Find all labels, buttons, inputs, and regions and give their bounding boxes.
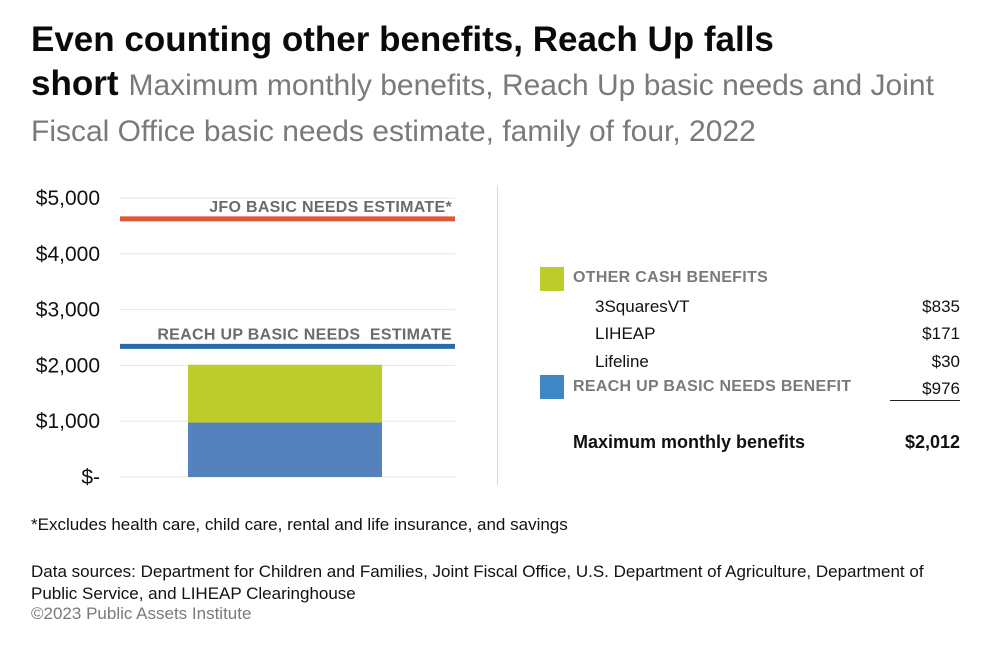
y-tick-label: $- [81, 466, 100, 489]
chart-area: $- $1,000 $2,000 $3,000 $4,000 $5,000 JFO BASI… [36, 187, 455, 489]
y-tick-label: $4,000 [36, 243, 100, 266]
other-benefits-swatch [540, 267, 564, 291]
y-tick-label: $5,000 [36, 187, 100, 210]
reachup-benefit-swatch [540, 375, 564, 399]
reachup-benefit-value: $976 [922, 379, 960, 398]
y-tick-label: $2,000 [36, 354, 100, 377]
item-label-liheap: LIHEAP [595, 324, 656, 343]
footnote: *Excludes health care, child care, renta… [31, 515, 568, 534]
jfo-estimate-label: JFO BASIC NEEDS ESTIMATE* [209, 199, 452, 216]
y-tick-label: $3,000 [36, 299, 100, 322]
panel-divider [497, 185, 498, 485]
total-value: $2,012 [904, 432, 960, 452]
chart-subtitle: Maximum monthly benefits, Reach Up basic… [31, 69, 934, 148]
reachup-estimate-label: REACH UP BASIC NEEDS ESTIMATE [157, 326, 452, 343]
other-benefits-legend-label: OTHER CASH BENEFITS [573, 269, 769, 286]
item-value-liheap: $171 [922, 324, 960, 343]
bar-segment-other [188, 364, 382, 423]
item-value-3squaresvt: $835 [922, 297, 960, 316]
copyright: ©2023 Public Assets Institute [31, 604, 252, 623]
item-label-3squaresvt: 3SquaresVT [595, 297, 690, 316]
data-sources: Data sources: Department for Children an… [31, 562, 924, 603]
sum-underline [890, 400, 960, 401]
reachup-benefit-legend-label: REACH UP BASIC NEEDS BENEFIT [573, 378, 852, 395]
total-label: Maximum monthly benefits [573, 432, 806, 452]
item-value-lifeline: $30 [931, 352, 960, 371]
chart-title: Even counting other benefits, Reach Up f… [31, 20, 934, 148]
item-label-lifeline: Lifeline [595, 352, 649, 371]
y-tick-label: $1,000 [36, 410, 100, 433]
bar-segment-reachup [188, 422, 382, 477]
